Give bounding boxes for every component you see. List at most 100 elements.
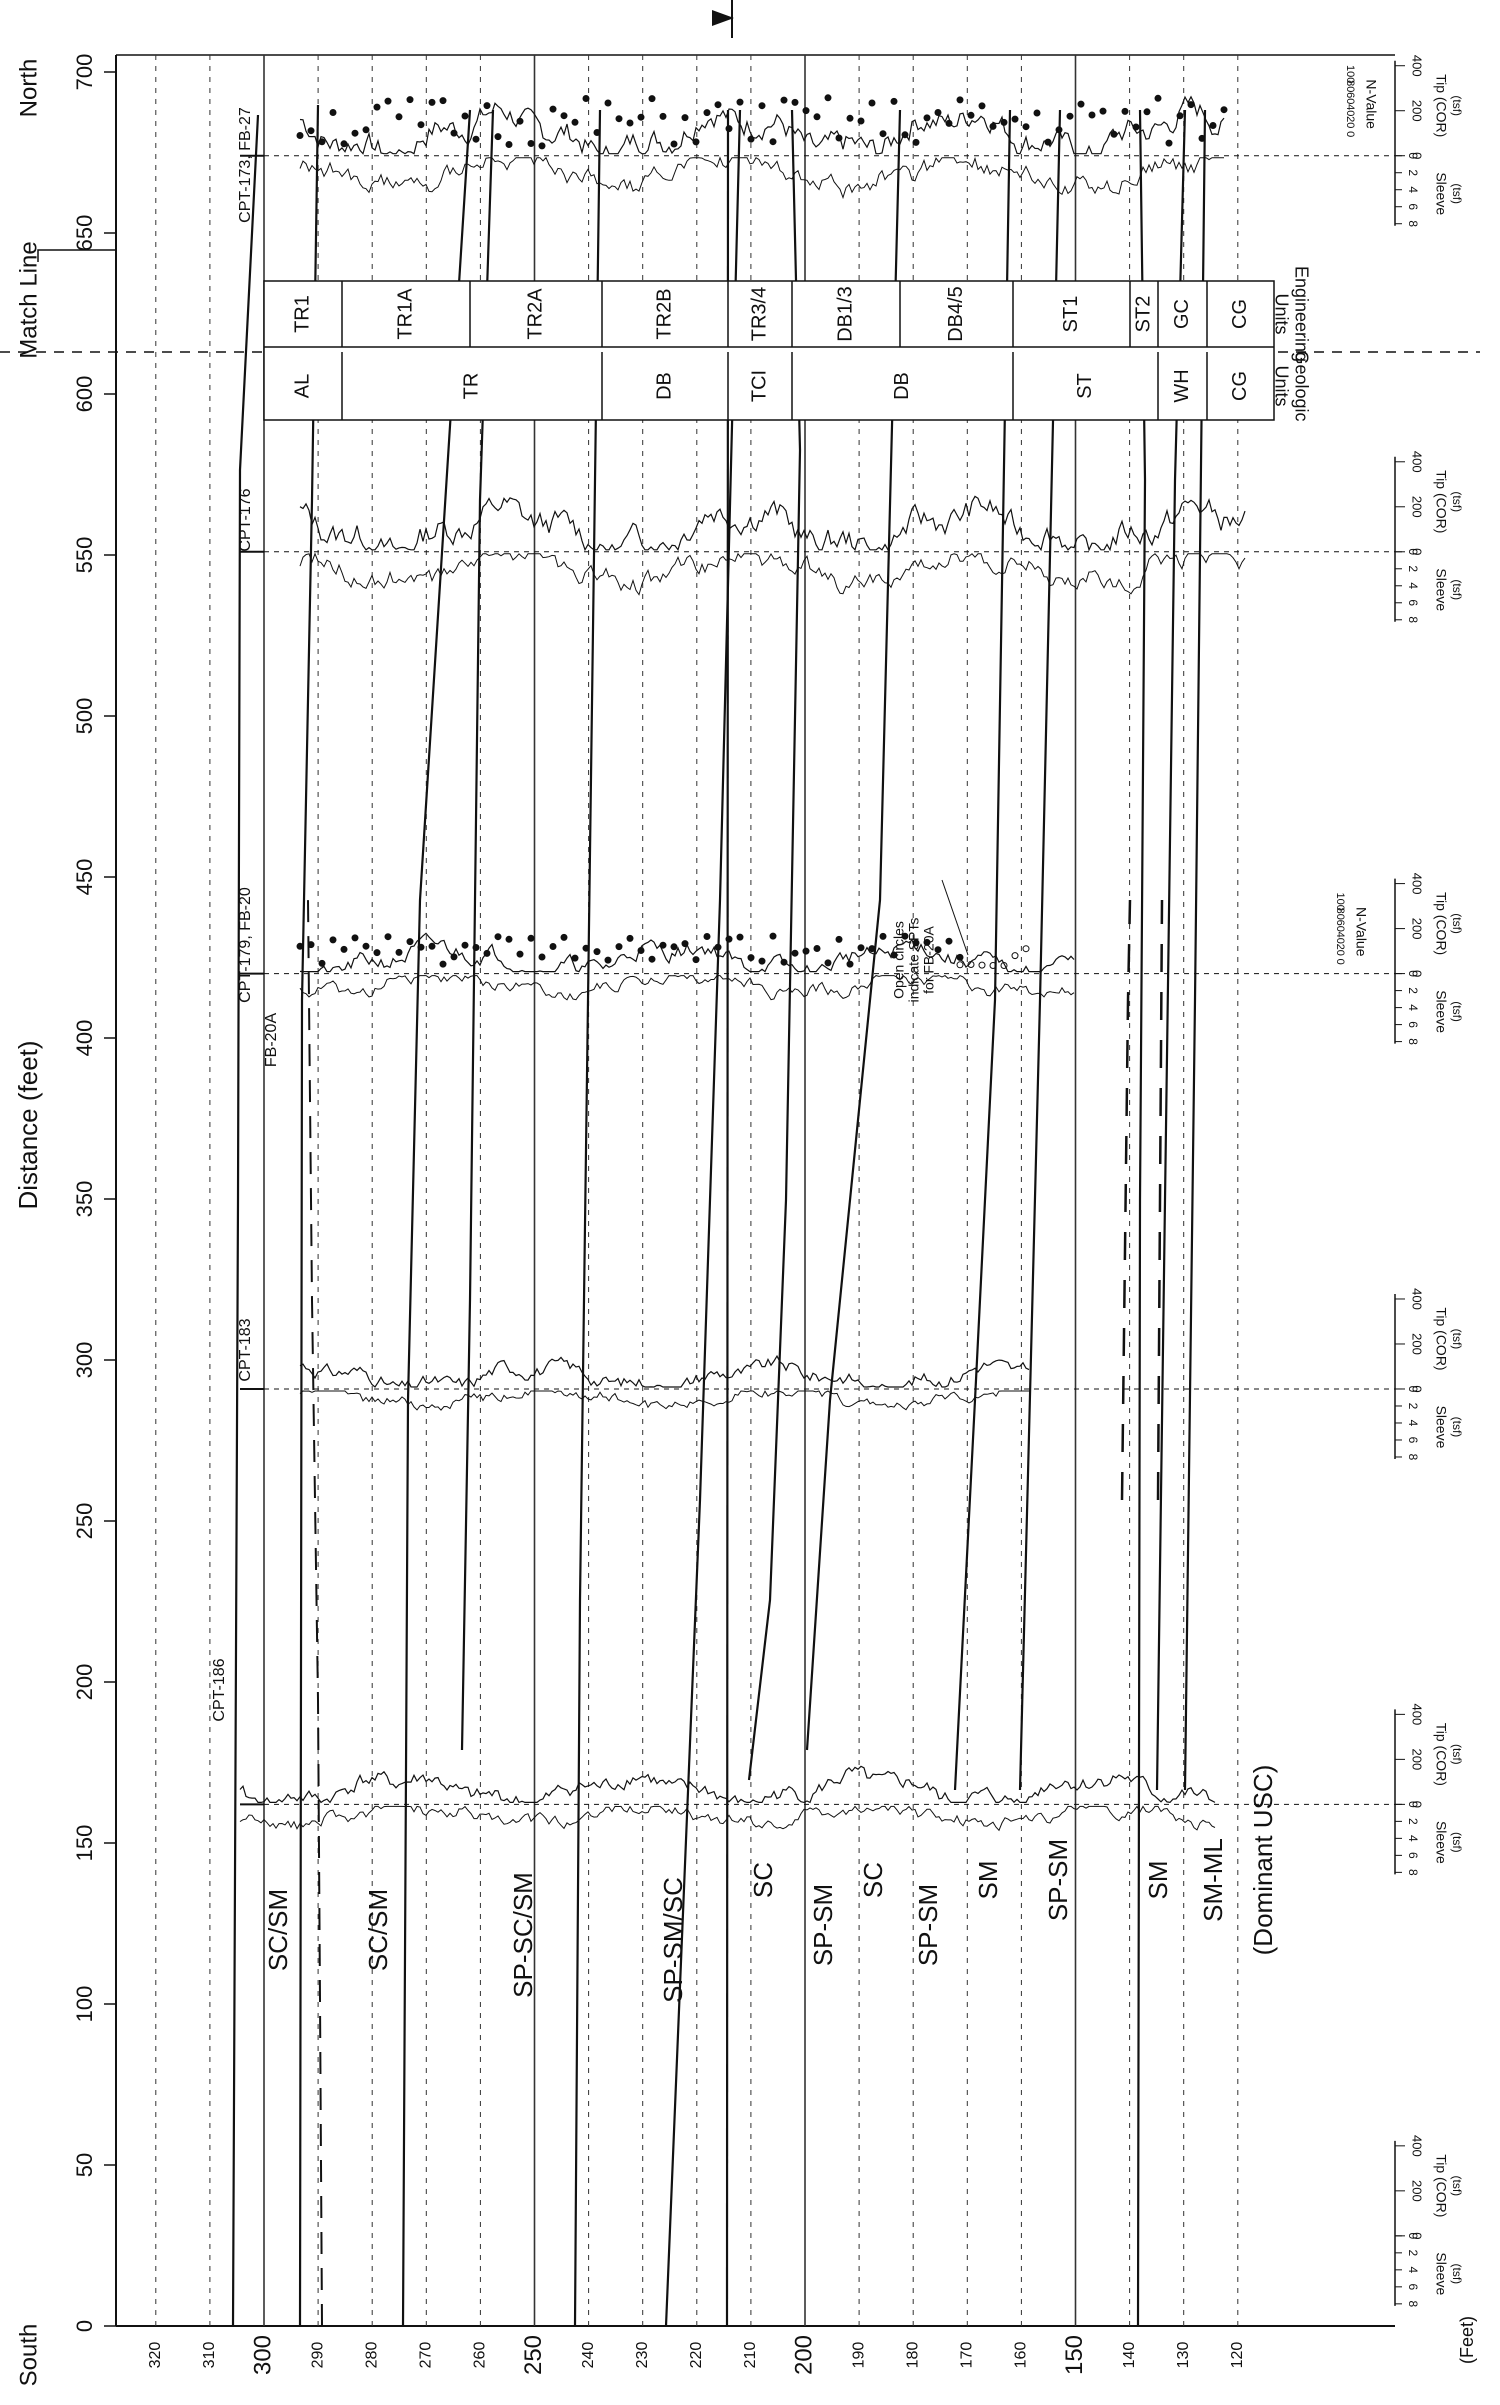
tip-label: Tip (COR) [1433,1723,1449,1786]
eng-unit-label: CG [1229,299,1251,329]
spt-point [725,125,733,133]
tsf-label: (tsf) [1450,491,1464,512]
spt-open-circle [978,961,986,969]
spt-point [714,101,722,109]
spt-point [835,134,843,142]
spt-point [890,951,898,959]
eng-unit-label: TR1A [394,288,416,340]
sleeve-tick-label: 0 [1406,1386,1420,1393]
spt-point [626,934,634,942]
tsf-label: (tsf) [1450,1329,1464,1350]
nvalue-tick: 100 [1334,893,1346,911]
distance-tick: 100 [72,1986,97,2023]
cpt-id-label: CPT-183 [237,1318,254,1381]
elevation-tick: 160 [1013,2342,1030,2369]
match-line-bracket [37,249,116,262]
geo-unit-label: AL [291,374,313,398]
spt-point [373,949,381,957]
cpt-183-tip-trace [299,1354,1030,1388]
spt-point [439,97,447,105]
spt-point [758,102,766,110]
elevation-tick: 210 [742,2342,759,2369]
usc-label: SC/SM [363,1889,393,1971]
spt-point [725,935,733,943]
spt-point [461,941,469,949]
tip-label: Tip (COR) [1433,892,1449,955]
eng-unit-label: TR2A [524,288,546,340]
geologic-units-header-line: Geologic [1291,350,1311,421]
nvalue-tick: 60 [1344,92,1356,104]
elevation-tick: 280 [363,2342,380,2369]
match-line-label: Match Line [15,241,42,358]
spt-annotation-line: for FB-20A [921,926,937,994]
spt-open-circle [1022,945,1030,953]
cpt-id-label: CPT-176 [237,488,254,551]
elevation-tick: 290 [309,2342,326,2369]
layer-boundary [231,114,260,2327]
spt-point [296,942,304,950]
cpt-173-tip-trace [299,95,1225,155]
spt-point [549,105,557,113]
spt-point [428,98,436,106]
spt-point [538,142,546,150]
sleeve-label: Sleeve [1433,990,1449,1033]
spt-point [1165,139,1173,147]
geo-unit-label: TCI [748,370,770,402]
distance-tick: 450 [72,859,97,896]
tip-tick-label: 0 [1410,152,1425,159]
spt-point [868,945,876,953]
distance-tick: 0 [72,2320,97,2332]
spt-point [373,103,381,111]
sleeve-tick-label: 0 [1406,152,1420,159]
elevation-tick: 270 [418,2342,435,2369]
elevation-tick: 310 [201,2342,218,2369]
elevation-tick: 130 [1175,2342,1192,2369]
elevation-tick: 230 [634,2342,651,2369]
geologic-units-header-line: Units [1271,365,1291,406]
spt-point [703,109,711,117]
distance-tick: 500 [72,698,97,735]
spt-point [956,953,964,961]
spt-point [384,97,392,105]
elevation-tick: 190 [850,2342,867,2369]
sleeve-tick-label: 4 [1406,2266,1420,2273]
geo-unit-label: CG [1229,371,1251,401]
dashed-boundary [307,899,323,2327]
usc-label: SP-SM/SC [658,1877,688,2003]
spt-point [395,948,403,956]
elevation-tick: 300 [249,2335,276,2375]
spt-point [329,936,337,944]
tsf-label: (tsf) [1450,1832,1464,1853]
distance-axis-label: Distance (feet) [13,1040,43,1209]
spt-open-circle [1000,962,1008,969]
spt-point [417,943,425,951]
spt-open-circle [989,962,997,969]
sleeve-tick-label: 2 [1406,1818,1420,1825]
cpt-id-label: CPT-179, FB-20 [237,887,254,1003]
nvalue-tick: 40 [1334,932,1346,944]
units-table: TR1 TR1A TR2A TR2B TR3/4 DB1/3 DB4/5 ST1 ST2 GC CG… [263,266,1311,422]
engineering-units-header-line: Units [1271,293,1291,334]
sleeve-tick-label: 2 [1406,1403,1420,1410]
spt-point [659,112,667,120]
tip-tick-label: 200 [1410,496,1425,518]
spt-point [879,932,887,940]
spt-point [505,935,513,943]
north-marker-arrow [712,10,734,26]
spt-point [615,115,623,123]
spt-point [351,934,359,942]
spt-point [736,933,744,941]
tsf-label: (tsf) [1450,2176,1464,2197]
usc-label: SP-SM [913,1884,943,1966]
tip-tick-label: 200 [1410,2180,1425,2202]
sleeve-label: Sleeve [1433,1821,1449,1864]
spt-point [923,938,931,946]
spt-point [846,114,854,122]
tsf-label: (tsf) [1450,95,1464,116]
spt-point [692,138,700,146]
